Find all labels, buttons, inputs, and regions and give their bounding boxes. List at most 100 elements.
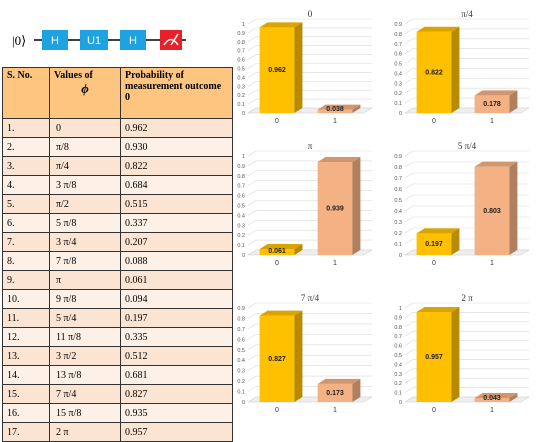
cell-phi: 3 π/4 [49, 232, 121, 252]
y-tick-label: 0.8 [237, 174, 245, 180]
gridline-depth [404, 216, 414, 223]
gridline-depth [404, 349, 414, 356]
bar-top [416, 26, 460, 32]
bar-top [317, 104, 361, 110]
bar-front [317, 109, 353, 113]
y-tick-label: 0.1 [237, 102, 245, 108]
chart-title: 0 [308, 9, 313, 19]
gridline-depth [247, 27, 257, 34]
bar-top [474, 90, 518, 96]
gridline-depth [247, 45, 257, 51]
y-tick-label: 0.5 [237, 348, 245, 354]
bar-top [474, 392, 518, 398]
gridline-depth [247, 334, 257, 340]
x-tick-label: 1 [333, 407, 337, 414]
gridline-depth [404, 359, 414, 365]
header-phi: Values of ϕ [49, 67, 121, 119]
gridline-depth [247, 323, 257, 330]
cell-phi: 15 π/8 [49, 403, 121, 423]
y-tick-label: 0 [399, 111, 402, 117]
bar-0 [416, 307, 460, 402]
x-tick-label: 0 [275, 118, 279, 125]
probability-table: S. No. Values of ϕ Probability of measur… [2, 67, 233, 442]
data-label: 0.197 [425, 241, 443, 248]
cell-sno: 7. [2, 232, 50, 252]
data-label: 0.803 [483, 208, 501, 215]
bar-front [474, 95, 510, 113]
cell-sno: 2. [2, 137, 50, 157]
cell-probability: 0.957 [120, 422, 233, 442]
bar-1 [317, 104, 361, 113]
gridline-depth [404, 87, 414, 94]
gridline-depth [404, 340, 414, 346]
gate-h-2[interactable]: H [120, 30, 146, 50]
cell-sno: 4. [2, 175, 50, 195]
chart-phi-pi-4: π/4 0 0.1 0.2 0.3 0.4 0.5 0.6 0.7 0.8 0.9 0.822 0 0.1… [394, 9, 530, 125]
data-label: 0.962 [268, 67, 286, 74]
bar-top [416, 228, 460, 234]
gridline-depth [404, 48, 414, 54]
header-sno: S. No. [2, 67, 50, 119]
cell-probability: 0.197 [120, 308, 233, 328]
bar-1 [317, 378, 361, 402]
cell-phi: 0 [49, 118, 121, 138]
cell-probability: 0.684 [120, 175, 233, 195]
gate-h-1-label: H [51, 35, 59, 47]
y-tick-label: 1 [399, 306, 402, 312]
y-tick-label: 0 [399, 253, 402, 259]
data-label: 0.957 [425, 354, 443, 361]
bar-1 [317, 157, 361, 255]
gridline-depth [247, 98, 257, 105]
gate-h-1[interactable]: H [42, 30, 68, 50]
y-tick-label: 0.3 [237, 84, 245, 90]
cell-sno: 11. [2, 308, 50, 328]
table-row: 10. 9 π/8 0.094 [2, 289, 233, 309]
y-tick-label: 0.8 [394, 32, 402, 38]
measurement-icon[interactable] [160, 30, 182, 50]
data-label: 0.822 [425, 69, 443, 76]
gridline-depth [247, 180, 257, 186]
cell-probability: 0.512 [120, 346, 233, 366]
y-tick-label: 0.1 [237, 243, 245, 249]
table-row: 7. 3 π/4 0.207 [2, 232, 233, 252]
gridline-depth [247, 63, 257, 69]
gridline-depth [404, 97, 414, 104]
bar-1 [474, 392, 518, 402]
y-tick-label: 0.5 [237, 204, 245, 210]
cell-sno: 9. [2, 270, 50, 290]
gridline-depth [247, 386, 257, 392]
gridline-depth [247, 150, 257, 157]
gridline-depth [247, 200, 257, 206]
bar-front [474, 397, 510, 402]
x-tick-label: 1 [333, 118, 337, 125]
chart-phi-0: 0 0 0.1 0.2 0.3 0.4 0.5 0.6 0.7 0.8 0.9 1 0.962 0 0.03… [237, 9, 373, 125]
bar-1 [474, 90, 518, 113]
cell-phi: π/2 [49, 194, 121, 214]
x-tick-label: 0 [275, 260, 279, 267]
cell-probability: 0.337 [120, 213, 233, 233]
gridline-depth [404, 183, 414, 190]
y-tick-label: 0.3 [237, 223, 245, 229]
bar-front [259, 248, 295, 255]
bar-front [317, 383, 353, 402]
gridline-depth [404, 387, 414, 393]
y-tick-label: 0.7 [237, 49, 245, 55]
y-tick-label: 0.1 [394, 242, 402, 248]
gridline-depth [404, 68, 414, 74]
cell-sno: 14. [2, 365, 50, 385]
bar-side [352, 104, 361, 113]
y-tick-label: 0.5 [394, 62, 402, 68]
data-label: 0.173 [326, 390, 344, 397]
bar-front [416, 312, 452, 402]
table-row: 9. π 0.061 [2, 270, 233, 290]
bar-top [416, 307, 460, 313]
cell-probability: 0.335 [120, 327, 233, 347]
cell-phi: π/8 [49, 137, 121, 157]
table-row: 6. 5 π/8 0.337 [2, 213, 233, 233]
bar-top [317, 378, 361, 384]
bar-0 [259, 243, 303, 255]
x-tick-label: 0 [275, 407, 279, 414]
table-row: 14. 13 π/8 0.681 [2, 365, 233, 385]
bar-front [416, 233, 452, 255]
gate-u1[interactable]: U1 [80, 30, 108, 50]
